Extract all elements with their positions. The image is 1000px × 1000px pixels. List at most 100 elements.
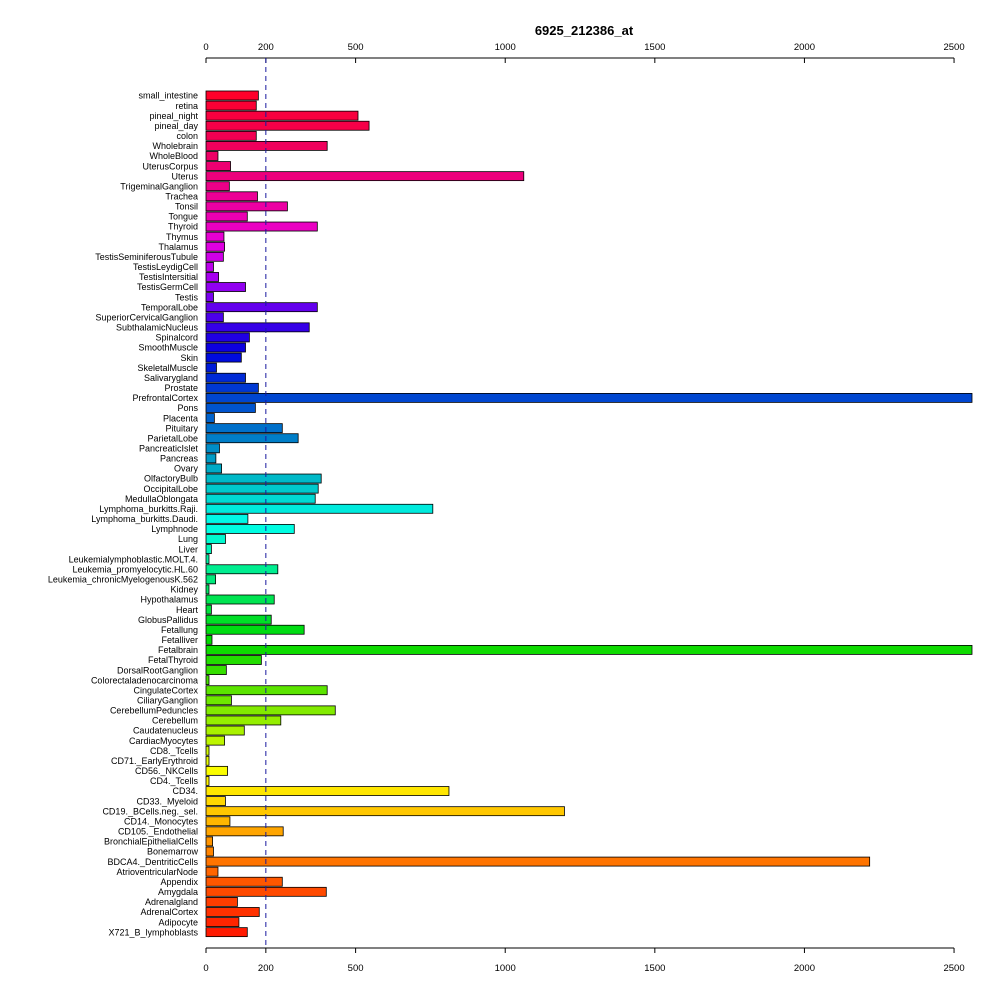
bar-38 — [205, 473, 322, 484]
category-label-16: TestisSeminiferousTubule — [95, 252, 198, 262]
x-tick-label: 500 — [348, 963, 364, 974]
bar-62 — [205, 715, 282, 726]
category-label-34: ParietalLobe — [147, 433, 198, 443]
bars-group — [205, 90, 973, 938]
bar-7 — [205, 161, 231, 171]
bar-66 — [205, 755, 210, 766]
bar-28 — [205, 372, 246, 383]
category-labels: small_intestineretinapineal_nightpineal_… — [48, 91, 199, 938]
bar-12 — [205, 211, 248, 222]
category-label-51: Heart — [176, 605, 199, 615]
category-label-20: Testis — [175, 292, 199, 302]
x-tick-label: 2500 — [943, 42, 964, 53]
category-label-66: CD71._EarlyErythroid — [111, 756, 198, 766]
category-label-47: Leukemia_promyelocytic.HL.60 — [72, 564, 198, 574]
category-label-42: Lymphoma_burkitts.Daudi. — [91, 514, 198, 524]
bar-65 — [205, 745, 210, 756]
bar-13 — [205, 221, 318, 232]
category-label-49: Kidney — [170, 585, 198, 595]
bar-51 — [205, 604, 212, 615]
category-label-71: CD19._BCells.neg._sel. — [102, 806, 198, 816]
category-label-77: AtrioventricularNode — [116, 867, 198, 877]
bar-14 — [205, 231, 225, 242]
category-label-82: Adipocyte — [158, 917, 198, 927]
bar-74 — [205, 836, 213, 847]
bar-60 — [205, 695, 232, 706]
category-label-36: Pancreas — [160, 454, 199, 464]
category-label-14: Thymus — [166, 232, 199, 242]
bar-72 — [205, 816, 231, 827]
category-label-28: Salivarygland — [144, 373, 198, 383]
x-tick-label: 200 — [258, 42, 274, 53]
category-label-60: CiliaryGanglion — [137, 696, 198, 706]
bar-15 — [205, 241, 225, 252]
category-label-64: CardiacMyocytes — [129, 736, 199, 746]
bar-29 — [205, 382, 259, 393]
category-label-18: TestisIntersitial — [139, 272, 198, 282]
category-label-13: Thyroid — [168, 222, 198, 232]
x-tick-label: 1500 — [644, 42, 665, 53]
category-label-46: Leukemialymphoblastic.MOLT.4. — [69, 554, 198, 564]
bar-16 — [205, 251, 224, 262]
category-label-17: TestisLeydigCell — [133, 262, 198, 272]
category-label-11: Tonsil — [175, 202, 198, 212]
bar-76 — [205, 856, 871, 867]
bar-6 — [205, 151, 219, 161]
category-label-53: Fetallung — [161, 625, 198, 635]
category-label-31: Pons — [177, 403, 198, 413]
category-label-68: CD4._Tcells — [150, 776, 199, 786]
category-label-58: Colorectaladenocarcinoma — [91, 675, 198, 685]
category-label-45: Liver — [178, 544, 198, 554]
bar-25 — [205, 342, 246, 353]
bar-70 — [205, 796, 226, 806]
bar-68 — [205, 776, 210, 786]
bar-81 — [205, 907, 260, 917]
bar-53 — [205, 624, 305, 635]
category-label-6: WholeBlood — [149, 151, 198, 161]
category-label-52: GlobusPallidus — [138, 615, 199, 625]
bottom-x-axis: 0 200 500 1000 1500 2000 2500 — [203, 947, 965, 974]
category-label-80: Adrenalgland — [145, 897, 198, 907]
chart-title: 6925_212386_at — [535, 23, 634, 38]
category-label-65: CD8._Tcells — [150, 746, 199, 756]
category-label-50: Hypothalamus — [140, 595, 198, 605]
bar-67 — [205, 765, 228, 776]
category-label-69: CD34. — [172, 786, 198, 796]
category-label-33: Pituitary — [165, 423, 198, 433]
x-tick-label: 2500 — [943, 963, 964, 974]
bar-26 — [205, 352, 242, 363]
category-label-73: CD105._Endothelial — [118, 827, 198, 837]
bar-69 — [205, 786, 450, 796]
bar-2 — [205, 110, 359, 121]
bar-11 — [205, 201, 288, 212]
bar-77 — [205, 866, 219, 877]
category-label-48: Leukemia_chronicMyelogenousK.562 — [48, 575, 198, 585]
bar-63 — [205, 725, 245, 736]
category-label-1: retina — [175, 101, 198, 111]
bar-50 — [205, 594, 275, 605]
x-tick-label: 1000 — [495, 42, 516, 53]
bar-24 — [205, 332, 250, 343]
category-label-26: Skin — [180, 353, 198, 363]
bar-44 — [205, 534, 226, 544]
category-label-15: Thalamus — [158, 242, 198, 252]
category-label-9: TrigeminalGanglion — [120, 181, 198, 191]
bar-33 — [205, 423, 283, 434]
category-label-67: CD56._NKCells — [135, 766, 199, 776]
category-label-44: Lung — [178, 534, 198, 544]
bar-36 — [205, 453, 217, 464]
bar-71 — [205, 806, 565, 817]
category-label-8: Uterus — [171, 171, 198, 181]
bar-0 — [205, 90, 259, 101]
category-label-5: Wholebrain — [152, 141, 198, 151]
category-label-24: Spinalcord — [155, 333, 198, 343]
x-tick-label: 0 — [203, 42, 208, 53]
category-label-56: FetalThyroid — [148, 655, 198, 665]
bar-59 — [205, 685, 328, 696]
bar-35 — [205, 443, 220, 454]
bar-83 — [205, 927, 248, 938]
category-label-30: PrefrontalCortex — [132, 393, 198, 403]
category-label-63: Caudatenucleus — [133, 726, 199, 736]
bar-82 — [205, 917, 240, 927]
